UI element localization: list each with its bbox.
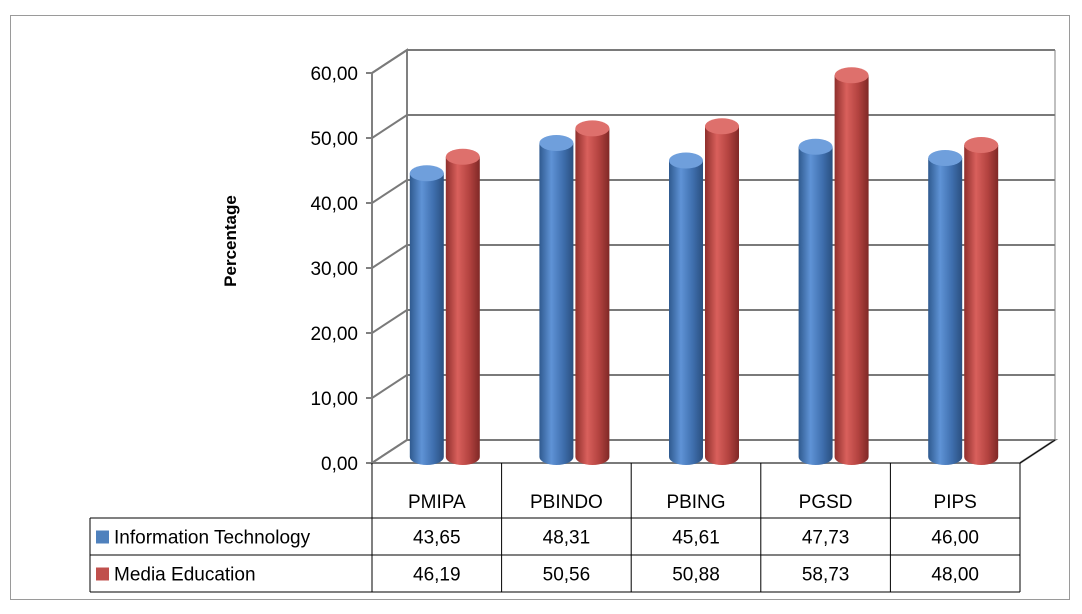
- data-table: PMIPA PBINDO PBING PGSD PIPS Information Tech…: [89, 439, 1056, 593]
- bar-top: [705, 118, 739, 135]
- y-axis-label: Percentage: [221, 195, 240, 287]
- data-label: 58,73: [802, 565, 850, 586]
- y-tick-label: 20,00: [310, 324, 358, 345]
- data-label: 48,00: [931, 565, 979, 586]
- bar-top: [409, 165, 444, 182]
- data-label: 50,56: [543, 565, 591, 586]
- bar-body: [575, 128, 610, 466]
- legend-swatch: [96, 567, 109, 581]
- bar-body: [834, 75, 869, 465]
- x-tick-label: PGSD: [799, 492, 853, 513]
- x-tick-label: PMIPA: [408, 492, 466, 513]
- data-label: 46,19: [413, 565, 461, 586]
- bar-top: [928, 150, 963, 166]
- legend-entry: Media Education: [114, 565, 256, 586]
- bar-top: [964, 137, 999, 153]
- y-tick-label: 40,00: [310, 194, 358, 215]
- bar-top: [834, 67, 869, 84]
- y-tick-label: 30,00: [310, 259, 358, 280]
- data-label: 48,31: [543, 528, 591, 549]
- bar-pbindo-information-technology: [539, 134, 574, 465]
- bar-pmipa-media-education: [445, 148, 480, 465]
- bar-pbindo-media-education: [575, 120, 610, 466]
- x-tick-label: PIPS: [934, 492, 977, 513]
- x-tick-label: PBINDO: [530, 492, 603, 513]
- bar-body: [798, 146, 833, 465]
- bar-body: [445, 156, 480, 465]
- gridline: [371, 49, 1055, 74]
- bar-pbing-media-education: [705, 118, 739, 465]
- data-label: 47,73: [802, 528, 850, 549]
- bar-top: [445, 148, 480, 165]
- bar-body: [409, 173, 444, 465]
- y-tick-label: 0,00: [321, 454, 358, 475]
- bar-body: [964, 145, 999, 465]
- legend-entry: Information Technology: [114, 528, 311, 549]
- bar-top: [539, 134, 574, 151]
- data-label: 43,65: [413, 528, 461, 549]
- bar-body: [705, 126, 739, 465]
- bar-pgsd-media-education: [834, 67, 869, 465]
- floor-edge: [1019, 439, 1056, 464]
- y-tick-label: 60,00: [310, 64, 358, 85]
- y-axis: 0,00 10,00 20,00 30,00 40,00 50,00 60,00: [310, 64, 358, 475]
- data-label: 45,61: [672, 528, 720, 549]
- legend-swatch: [96, 530, 109, 544]
- bar-top: [575, 120, 610, 137]
- bar-body: [669, 160, 703, 465]
- bar-pgsd-information-technology: [798, 138, 833, 465]
- y-tick-label: 50,00: [310, 129, 358, 150]
- bars-group: [409, 67, 999, 466]
- bar-pips-media-education: [964, 137, 999, 465]
- bar-body: [928, 158, 963, 465]
- bar-top: [798, 138, 833, 155]
- data-label: 46,00: [931, 528, 979, 549]
- x-tick-label: PBING: [666, 492, 725, 513]
- bar-body: [539, 142, 574, 465]
- bar-pmipa-information-technology: [409, 165, 444, 465]
- bar-top: [669, 152, 703, 169]
- y-tick-label: 10,00: [310, 389, 358, 410]
- bar-pbing-information-technology: [669, 152, 703, 465]
- data-label: 50,88: [672, 565, 720, 586]
- bar-pips-information-technology: [928, 150, 963, 465]
